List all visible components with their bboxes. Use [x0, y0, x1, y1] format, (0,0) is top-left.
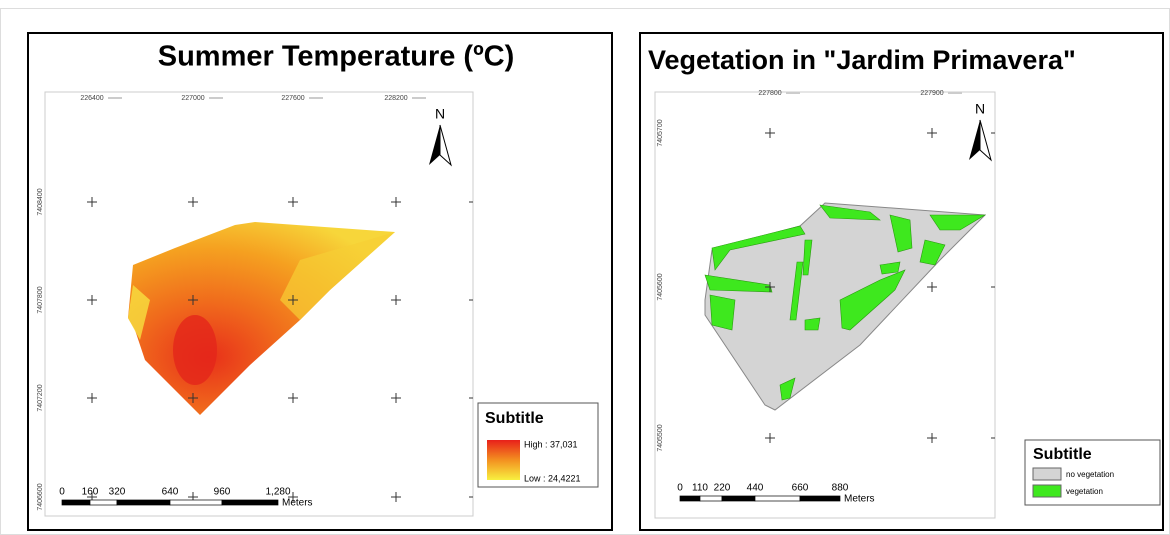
y-coordinate-label: 7406600	[37, 483, 44, 510]
north-label: N	[975, 101, 985, 117]
legend-label: Low : 24,4221	[524, 473, 581, 483]
scale-segment	[89, 499, 118, 506]
grid-cross	[288, 295, 298, 305]
legend-swatch	[1032, 467, 1062, 481]
map-frame	[44, 91, 474, 517]
y-coordinate-label: 7405600	[657, 273, 664, 300]
scale-label: 0	[677, 483, 683, 494]
north-arrow	[969, 120, 980, 160]
scale-label: 440	[747, 483, 764, 494]
grid-cross	[391, 492, 401, 502]
scale-segment	[754, 495, 801, 502]
scale-segment	[221, 499, 279, 506]
x-coordinate-label: 228200	[384, 95, 407, 102]
scale-label: 110	[692, 483, 708, 494]
north-label: N	[435, 106, 445, 122]
temperature-raster	[280, 232, 395, 320]
x-coordinate-label: 227800	[758, 90, 781, 97]
legend-label: vegetation	[1066, 487, 1103, 496]
legend-swatch	[1032, 484, 1062, 498]
scale-label: 160	[82, 487, 99, 498]
grid-cross	[927, 433, 937, 443]
grid-cross	[391, 197, 401, 207]
grid-cross	[765, 128, 775, 138]
legend-title: Subtitle	[1033, 446, 1092, 463]
temperature-raster	[173, 315, 217, 385]
grid-cross	[188, 197, 198, 207]
x-coordinate-label: 227600	[281, 95, 304, 102]
grid-cross	[288, 492, 298, 502]
grid-cross	[87, 295, 97, 305]
y-coordinate-label: 7405500	[657, 424, 664, 451]
scale-label: 320	[109, 487, 126, 498]
scale-segment	[699, 495, 723, 502]
y-coordinate-label: 7407800	[37, 286, 44, 313]
map-frame	[654, 91, 996, 519]
north-arrow	[979, 119, 992, 162]
temperature-raster	[128, 285, 150, 340]
scale-segment	[679, 495, 701, 502]
scale-unit: Meters	[844, 494, 875, 505]
scale-label: 880	[832, 483, 849, 494]
grid-cross	[927, 282, 937, 292]
scale-label: 0	[59, 487, 65, 498]
legend-ramp	[487, 440, 520, 480]
y-coordinate-label: 7407200	[37, 384, 44, 411]
scale-segment	[169, 499, 223, 506]
map-title: Vegetation in "Jardim Primavera"	[648, 45, 1076, 75]
grid-cross	[188, 393, 198, 403]
legend-label: no vegetation	[1066, 470, 1114, 479]
y-coordinate-label: 7405700	[657, 119, 664, 146]
grid-cross	[927, 128, 937, 138]
grid-cross	[765, 282, 775, 292]
grid-cross	[288, 197, 298, 207]
x-coordinate-label: 227000	[181, 95, 204, 102]
legend-title: Subtitle	[485, 410, 544, 427]
grid-cross	[87, 197, 97, 207]
scale-label: 660	[792, 483, 809, 494]
scale-label: 220	[714, 483, 731, 494]
scale-label: 1,280	[265, 487, 290, 498]
y-coordinate-label: 7408400	[37, 188, 44, 215]
grid-cross	[288, 393, 298, 403]
grid-cross	[765, 433, 775, 443]
grid-cross	[188, 295, 198, 305]
scale-segment	[61, 499, 91, 506]
grid-cross	[391, 295, 401, 305]
north-arrow	[429, 125, 440, 165]
x-coordinate-label: 227900	[920, 90, 943, 97]
north-arrow	[439, 124, 452, 167]
vegetation-patches	[704, 204, 987, 401]
scale-segment	[799, 495, 841, 502]
scale-unit: Meters	[282, 498, 313, 509]
legend-label: High : 37,031	[524, 439, 578, 449]
scale-segment	[721, 495, 756, 502]
grid-cross	[87, 393, 97, 403]
scale-segment	[116, 499, 171, 506]
grid-cross	[391, 393, 401, 403]
map-title: Summer Temperature (ºC)	[158, 41, 515, 73]
scale-label: 640	[162, 487, 179, 498]
scale-label: 960	[214, 487, 231, 498]
x-coordinate-label: 226400	[80, 95, 103, 102]
